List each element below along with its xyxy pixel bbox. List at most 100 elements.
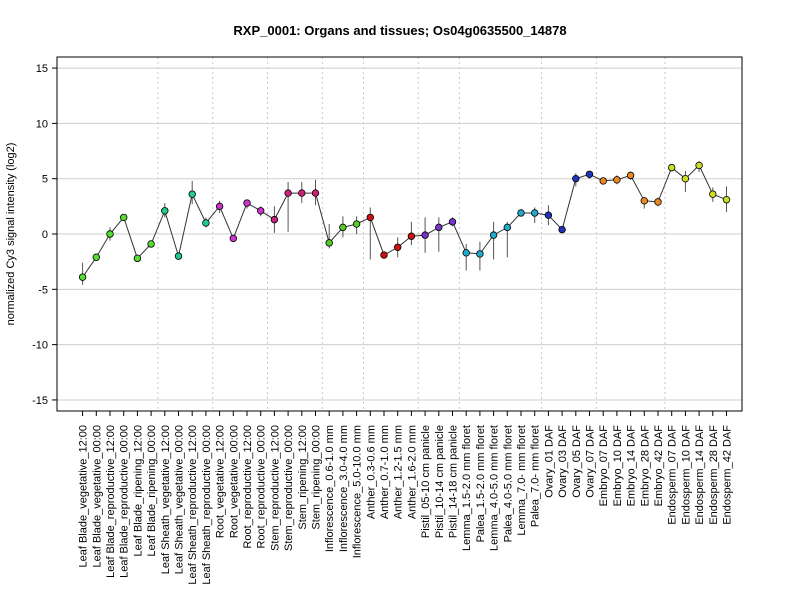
data-point: [640, 197, 648, 205]
data-point: [174, 252, 183, 260]
x-tick-label: Pistil_14-18 cm panicle: [448, 425, 460, 538]
data-point: [421, 231, 429, 239]
x-tick-label: Root_reproductive_00:00: [256, 425, 268, 549]
data-point: [531, 209, 539, 217]
x-tick-label: Endosperm_28 DAF: [708, 425, 720, 525]
x-tick-label: Anther_1.2-1.5 mm: [393, 425, 405, 519]
data-point: [407, 232, 416, 240]
data-point: [92, 253, 100, 261]
data-point: [394, 243, 402, 251]
x-tick-label: Palea_7.0- mm floret: [530, 425, 542, 527]
x-tick-label: Root_vegetative_00:00: [228, 425, 240, 538]
x-tick-label: Root_vegetative_12:00: [215, 425, 227, 538]
y-tick-label: -5: [38, 284, 48, 296]
x-tick-label: Embryo_28 DAF: [639, 425, 651, 507]
data-point: [654, 198, 662, 206]
x-tick-label: Leaf Blade_vegetative_12:00: [78, 425, 90, 568]
data-point: [119, 213, 128, 222]
data-point: [448, 218, 457, 226]
x-tick-label: Anther_1.6-2.0 mm: [406, 425, 418, 519]
x-tick-label: Embryo_10 DAF: [612, 425, 624, 507]
data-point: [257, 207, 265, 215]
x-tick-label: Leaf Sheath_vegetative_00:00: [174, 425, 186, 574]
data-point: [517, 209, 525, 217]
x-tick-label: Embryo_42 DAF: [653, 425, 665, 507]
x-tick-label: Anther_0.7-1.0 mm: [379, 425, 391, 519]
data-point: [558, 225, 566, 234]
data-point: [311, 189, 320, 197]
x-tick-label: Leaf Blade_reproductive_00:00: [119, 425, 131, 578]
x-tick-label: Endosperm_10 DAF: [680, 425, 692, 525]
x-tick-label: Stem_reproductive_12:00: [269, 425, 281, 551]
data-point: [709, 190, 717, 198]
data-point: [298, 189, 306, 197]
x-tick-label: Root_reproductive_12:00: [242, 425, 254, 549]
data-point: [626, 171, 635, 180]
data-point: [476, 250, 484, 258]
data-point: [284, 189, 292, 197]
data-point: [133, 254, 142, 263]
x-tick-label: Leaf Sheath_reproductive_00:00: [201, 425, 213, 585]
x-tick-label: Palea_1.5-2.0 mm floret: [475, 425, 487, 542]
data-point: [106, 230, 114, 238]
y-tick-label: -10: [32, 340, 48, 352]
series-line: [82, 164, 727, 278]
x-tick-label: Stem_ripening_00:00: [311, 425, 323, 530]
data-point: [695, 161, 703, 170]
x-tick-label: Ovary_03 DAF: [557, 425, 569, 498]
data-point: [366, 213, 374, 222]
data-point: [462, 249, 470, 257]
x-tick-label: Leaf Blade_ripening_00:00: [146, 425, 158, 557]
plot-frame: [56, 56, 743, 412]
x-tick-label: Pistil_05-10 cm panicle: [420, 425, 432, 538]
data-point: [613, 176, 621, 184]
x-tick-label: Ovary_07 DAF: [585, 425, 597, 498]
y-tick-label: 10: [36, 118, 48, 130]
x-tick-label: Lemma_4.0-5.0 mm floret: [489, 425, 501, 551]
data-point: [503, 223, 511, 232]
x-tick-label: Embryo_07 DAF: [598, 425, 610, 507]
data-point: [270, 215, 279, 224]
y-tick-label: 5: [42, 174, 48, 186]
x-tick-label: Endosperm_14 DAF: [694, 425, 706, 525]
data-point: [78, 273, 87, 281]
x-tick-label: Endosperm_07 DAF: [667, 425, 679, 525]
plot-area: -15 -10 -5 0 5 10 15 Leaf Blade_vegetative_12:0…: [32, 57, 742, 585]
chart-title: RXP_0001: Organs and tissues; Os04g06355…: [233, 23, 566, 38]
data-point: [339, 223, 347, 232]
data-point: [585, 170, 594, 178]
x-tick-label: Leaf Blade_ripening_12:00: [132, 425, 144, 557]
data-point: [599, 177, 607, 185]
x-tick-label: Leaf Blade_reproductive_12:00: [105, 425, 117, 578]
data-point: [188, 190, 196, 198]
data-point: [243, 199, 251, 207]
y-tick-label: 0: [42, 229, 48, 241]
x-tick-label: Inflorescence_0.6-1.0 mm: [324, 425, 336, 552]
y-tick-label: -15: [32, 395, 48, 407]
data-point: [215, 202, 224, 211]
x-tick-label: Leaf Sheath_vegetative_12:00: [160, 425, 172, 574]
data-point: [380, 251, 388, 259]
data-point: [544, 211, 553, 219]
x-tick-label: Stem_ripening_12:00: [297, 425, 309, 530]
x-tick-label: Lemma_7.0- mm floret: [516, 425, 528, 536]
data-point: [572, 174, 580, 183]
data-point: [325, 239, 333, 247]
x-tick-label: Endosperm_42 DAF: [722, 425, 734, 525]
data-point: [681, 174, 690, 183]
x-tick-label: Inflorescence_5.0-10.0 mm: [352, 425, 364, 558]
x-tick-label: Leaf Blade_vegetative_00:00: [91, 425, 103, 568]
data-point: [722, 196, 731, 204]
x-tick-label: Leaf Sheath_reproductive_12:00: [187, 425, 199, 585]
x-tick-label: Pistil_10-14 cm panicle: [434, 425, 446, 538]
data-point: [489, 231, 498, 239]
x-tick-label: Lemma_1.5-2.0 mm floret: [461, 425, 473, 551]
x-tick-label: Anther_0.3-0.6 mm: [365, 425, 377, 519]
data-point: [435, 223, 443, 232]
data-point: [202, 219, 210, 227]
data-point: [147, 240, 155, 248]
x-tick-label: Inflorescence_3.0-4.0 mm: [338, 425, 350, 552]
data-point: [668, 163, 676, 172]
data-point: [352, 220, 361, 228]
